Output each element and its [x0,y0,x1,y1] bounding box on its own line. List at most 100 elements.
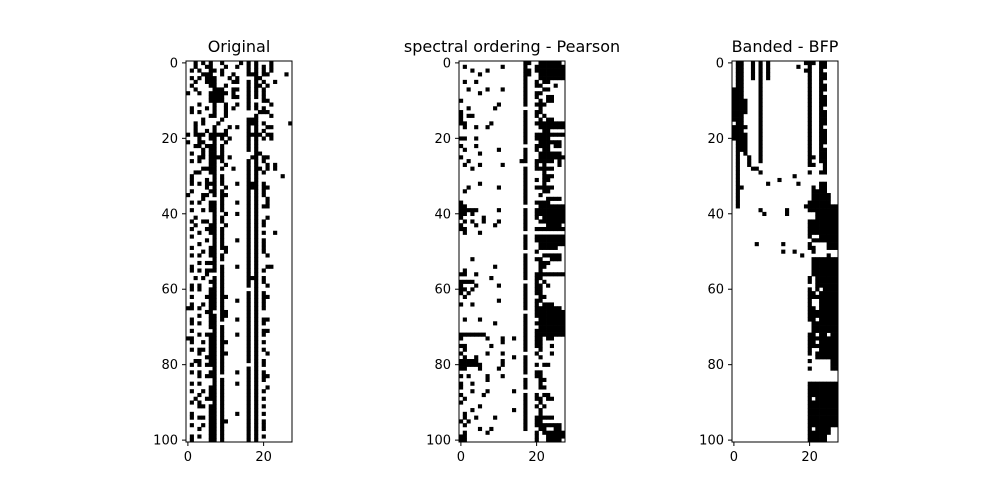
heatmap-cell [477,362,483,367]
heatmap-cell [758,125,763,130]
heatmap-cell [265,83,270,88]
heatmap-cell [462,162,467,167]
heatmap-cell [204,268,210,273]
heatmap-cell [553,132,558,137]
heatmap-cell [265,215,270,220]
heatmap-cell [204,396,210,401]
heatmap-cell [212,91,217,96]
heatmap-cell [261,362,266,367]
heatmap-cell [561,76,566,81]
heatmap-cell [739,91,744,96]
heatmap-cell [549,253,554,258]
heatmap-cell [254,253,259,258]
heatmap-cell [811,404,816,409]
heatmap-cell [758,113,763,118]
heatmap-cell [819,423,824,428]
heatmap-cell [201,155,206,160]
heatmap-cell [193,128,198,134]
heatmap-cell [208,230,213,235]
heatmap-cell [534,185,539,190]
heatmap-cell [204,177,210,183]
heatmap-cell [743,125,748,130]
heatmap-cell [197,136,202,141]
heatmap-cell [811,328,816,333]
heatmap-cell [735,132,740,137]
heatmap-cell [803,61,809,66]
heatmap-cell [470,166,475,171]
heatmap-cell [542,170,547,175]
heatmap-cell [235,64,240,69]
heatmap-cell [220,283,225,288]
heatmap-cell [830,238,835,243]
heatmap-cell [538,132,543,137]
heatmap-cell [553,226,558,232]
heatmap-cell [815,223,820,228]
heatmap-cell [830,215,835,220]
heatmap-cell [826,389,831,394]
heatmap-cell [546,302,551,307]
heatmap-cell [758,72,763,77]
heatmap-cell [735,189,740,194]
heatmap-cell [739,136,744,141]
heatmap-cell [834,347,839,352]
heatmap-cell [470,362,475,367]
heatmap-cell [822,287,827,292]
heatmap-cell [254,438,259,443]
heatmap-cell [826,321,831,326]
heatmap-cell [542,238,547,243]
heatmap-cell [246,226,251,232]
heatmap-cell [208,411,213,416]
heatmap-cell [807,332,812,337]
heatmap-cell [208,94,213,100]
heatmap-cell [254,196,259,201]
heatmap-cell [538,400,543,405]
heatmap-cell [459,272,464,277]
heatmap-cell [546,332,551,337]
heatmap-cell [538,423,543,428]
heatmap-cell [739,121,744,126]
heatmap-cell [811,223,816,228]
heatmap-cell [261,306,266,311]
heatmap-cell [826,396,831,401]
heatmap-cell [193,359,198,364]
heatmap-cell [549,223,554,228]
heatmap-cell [470,257,475,262]
heatmap-cell [204,128,210,134]
heatmap-cell [553,272,558,277]
heatmap-cell [538,219,543,224]
heatmap-cell [212,287,217,292]
heatmap-cell [534,404,539,409]
heatmap-cell [212,415,217,420]
heatmap-cell [546,155,551,160]
heatmap-cell [189,219,194,224]
heatmap-cell [538,374,543,379]
heatmap-cell [208,204,213,209]
heatmap-cell [819,309,824,315]
heatmap-cell [193,215,198,220]
heatmap-cell [542,260,547,266]
heatmap-cell [246,411,251,416]
heatmap-cell [834,257,839,262]
heatmap-cell [212,238,217,243]
heatmap-cell [807,366,812,371]
heatmap-cell [811,185,816,190]
heatmap-cell [538,328,543,333]
heatmap-cell [193,223,198,228]
heatmap-cell [261,396,266,401]
heatmap-cell [546,219,551,224]
heatmap-cell [811,400,816,405]
heatmap-cell [254,238,259,243]
heatmap-cell [254,106,259,111]
heatmap-cell [201,140,206,145]
heatmap-cell [220,230,225,235]
heatmap-cell [538,355,543,360]
heatmap-cell [826,193,831,198]
heatmap-cell [265,374,270,379]
heatmap-cell [246,419,251,424]
heatmap-cell [546,196,551,201]
heatmap-cell [538,340,543,345]
heatmap-cell [811,325,816,330]
heatmap-cell [538,272,543,277]
heatmap-cell [212,321,217,326]
heatmap-cell [819,238,824,243]
